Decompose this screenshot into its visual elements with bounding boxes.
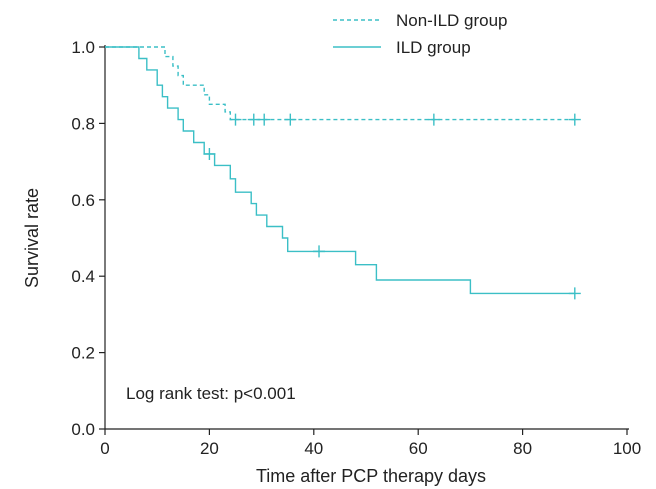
censor-mark (258, 113, 271, 126)
y-tick-label: 0.2 (71, 344, 95, 363)
y-tick-label: 0.4 (71, 267, 95, 286)
censor-mark (427, 113, 440, 126)
series-line-ild (105, 46, 575, 295)
axes: 0 20 40 60 80 100 0.0 0.2 0.4 0.6 0.8 1.0 Time after… (22, 38, 641, 486)
x-tick-label: 60 (409, 439, 428, 458)
y-axis-label: Survival rate (22, 188, 42, 288)
x-tick-label: 80 (513, 439, 532, 458)
log-rank-annotation: Log rank test: p<0.001 (126, 384, 296, 403)
x-tick-label: 40 (304, 439, 323, 458)
x-axis-label: Time after PCP therapy days (256, 466, 486, 486)
y-tick-label: 0.6 (71, 191, 95, 210)
censor-mark (203, 147, 216, 160)
x-tick-label: 0 (100, 439, 109, 458)
series-line-non-ild (105, 46, 575, 121)
censor-mark (313, 245, 326, 258)
censor-mark (284, 113, 297, 126)
legend-label: Non-ILD group (396, 11, 508, 30)
y-tick-label: 0.8 (71, 114, 95, 133)
censor-mark (247, 113, 260, 126)
censor-mark (568, 113, 581, 126)
series-layer (105, 46, 581, 300)
legend: Non-ILD group ILD group (333, 11, 508, 57)
censor-mark (568, 287, 581, 300)
x-tick-label: 100 (613, 439, 641, 458)
legend-label: ILD group (396, 38, 471, 57)
x-tick-label: 20 (200, 439, 219, 458)
y-tick-label: 1.0 (71, 38, 95, 57)
censor-mark (229, 113, 242, 126)
y-tick-label: 0.0 (71, 420, 95, 439)
series-group (105, 46, 581, 300)
series-group (105, 46, 581, 126)
